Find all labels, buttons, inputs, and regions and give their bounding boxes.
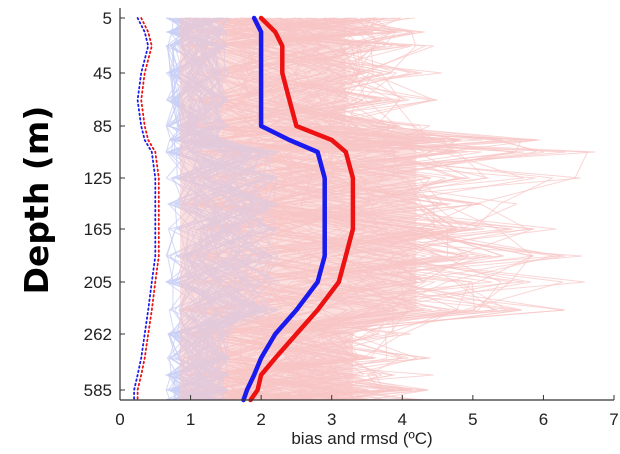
series-lines <box>133 15 356 403</box>
bias-mean-line <box>241 15 327 403</box>
y-tick-label: 45 <box>93 64 112 83</box>
x-tick-label: 5 <box>468 410 477 429</box>
individual-profiles-envelope <box>164 17 596 401</box>
y-tick-label: 262 <box>84 325 112 344</box>
x-tick-label: 1 <box>186 410 195 429</box>
rmsd-envelope-fill <box>180 18 417 400</box>
rmsd-mean-line <box>248 15 356 403</box>
x-tick-label: 0 <box>115 410 124 429</box>
x-axis-label: bias and rmsd (ºC) <box>291 429 432 448</box>
y-tick-label: 585 <box>84 381 112 400</box>
y-tick-label: 125 <box>84 169 112 188</box>
x-tick-label: 2 <box>256 410 265 429</box>
y-tick-label: 165 <box>84 220 112 239</box>
y-axis-label: Depth (m) <box>17 106 56 295</box>
y-tick-label: 5 <box>103 9 112 28</box>
x-tick-label: 3 <box>327 410 336 429</box>
rmsd-mean-dotted-line <box>136 17 160 401</box>
x-tick-label: 7 <box>609 410 618 429</box>
x-tick-label: 6 <box>539 410 548 429</box>
x-tick-label: 4 <box>398 410 407 429</box>
y-tick-label: 205 <box>84 273 112 292</box>
bias-mean-dotted-line <box>133 17 157 401</box>
y-tick-label: 85 <box>93 117 112 136</box>
